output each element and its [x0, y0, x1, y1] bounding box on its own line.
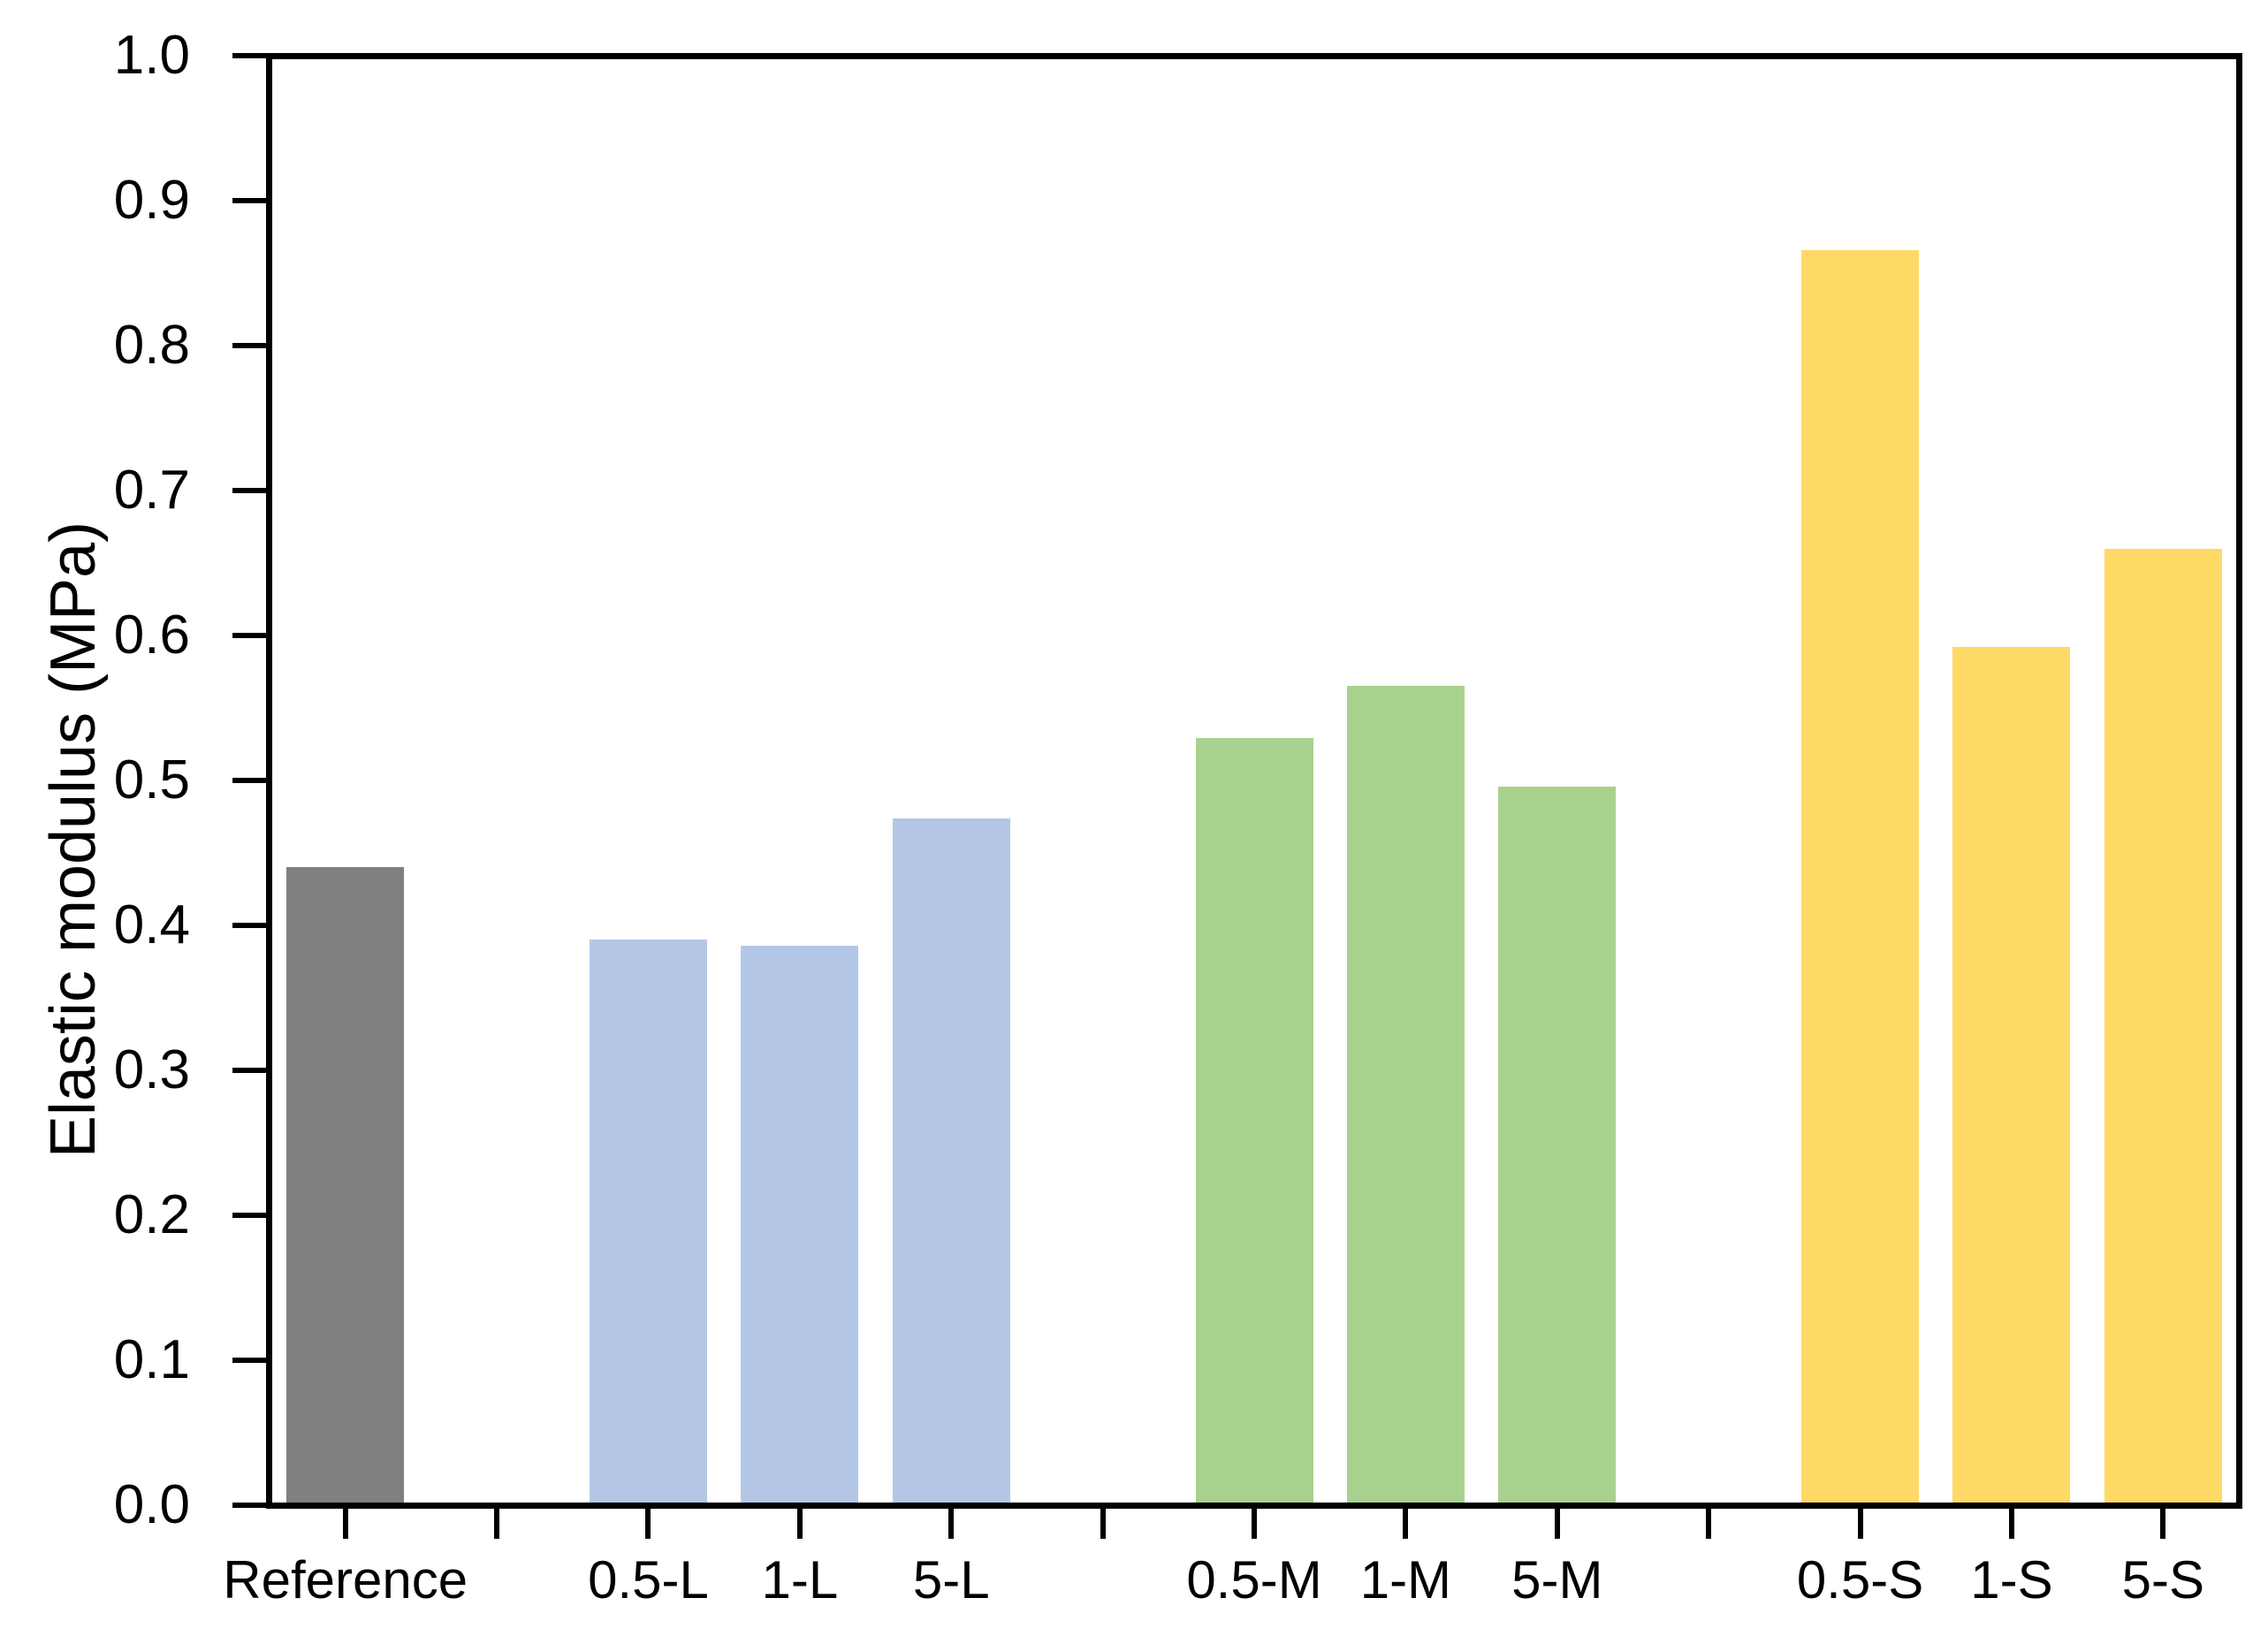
x-tick-slot-4	[948, 1509, 955, 1539]
bar-5-L	[892, 818, 1010, 1505]
x-tick-slot-5	[1100, 1509, 1106, 1539]
x-tick-slot-0	[342, 1509, 348, 1539]
y-tick-0.1	[232, 1358, 266, 1363]
y-tick-label-0.1: 0.1	[113, 1329, 190, 1390]
x-tick-slot-8	[1554, 1509, 1560, 1539]
y-tick-1.0	[232, 53, 266, 58]
x-tick-slot-3	[796, 1509, 803, 1539]
bar-1-L	[741, 945, 859, 1505]
y-tick-label-0.9: 0.9	[113, 170, 190, 231]
y-tick-label-0.2: 0.2	[113, 1184, 190, 1245]
x-tick-label-1-L: 1-L	[761, 1550, 839, 1609]
bar-1-S	[1952, 647, 2071, 1505]
bar-5-M	[1498, 786, 1617, 1505]
x-tick-slot-10	[1857, 1509, 1863, 1539]
y-tick-label-0.6: 0.6	[113, 605, 190, 666]
bar-Reference	[286, 867, 405, 1505]
y-tick-0.2	[232, 1213, 266, 1218]
y-tick-0.7	[232, 488, 266, 493]
y-tick-label-0.7: 0.7	[113, 460, 190, 521]
y-tick-label-0.4: 0.4	[113, 894, 190, 955]
y-tick-0.3	[232, 1068, 266, 1073]
x-tick-label-1-S: 1-S	[1970, 1550, 2053, 1609]
bar-1-M	[1346, 686, 1465, 1505]
x-tick-slot-9	[1706, 1509, 1712, 1539]
bar-5-S	[2104, 548, 2222, 1505]
x-tick-label-Reference: Reference	[223, 1550, 468, 1609]
y-tick-label-0.0: 0.0	[113, 1474, 190, 1535]
x-tick-slot-12	[2160, 1509, 2166, 1539]
y-tick-label-0.8: 0.8	[113, 315, 190, 376]
x-tick-slot-2	[645, 1509, 651, 1539]
y-tick-0.4	[232, 923, 266, 928]
x-tick-slot-11	[2008, 1509, 2014, 1539]
x-tick-slot-7	[1403, 1509, 1409, 1539]
y-tick-0.9	[232, 198, 266, 203]
y-tick-label-1.0: 1.0	[113, 25, 190, 86]
x-tick-label-1-M: 1-M	[1359, 1550, 1452, 1609]
x-tick-label-0.5-S: 0.5-S	[1796, 1550, 1924, 1609]
x-tick-label-0.5-M: 0.5-M	[1186, 1550, 1322, 1609]
x-tick-label-5-S: 5-S	[2121, 1550, 2204, 1609]
bar-0.5-L	[589, 940, 707, 1505]
x-tick-label-0.5-L: 0.5-L	[588, 1550, 709, 1609]
bar-0.5-S	[1801, 249, 1920, 1505]
x-tick-label-5-L: 5-L	[912, 1550, 990, 1609]
y-tick-label-0.3: 0.3	[113, 1039, 190, 1100]
y-tick-label-0.5: 0.5	[113, 750, 190, 810]
x-tick-slot-6	[1252, 1509, 1257, 1539]
x-tick-slot-1	[494, 1509, 500, 1539]
y-tick-0.0	[232, 1503, 266, 1508]
bar-0.5-M	[1195, 738, 1313, 1505]
y-tick-0.6	[232, 633, 266, 638]
y-tick-0.5	[232, 778, 266, 783]
y-tick-0.8	[232, 343, 266, 348]
x-tick-label-5-M: 5-M	[1511, 1550, 1603, 1609]
